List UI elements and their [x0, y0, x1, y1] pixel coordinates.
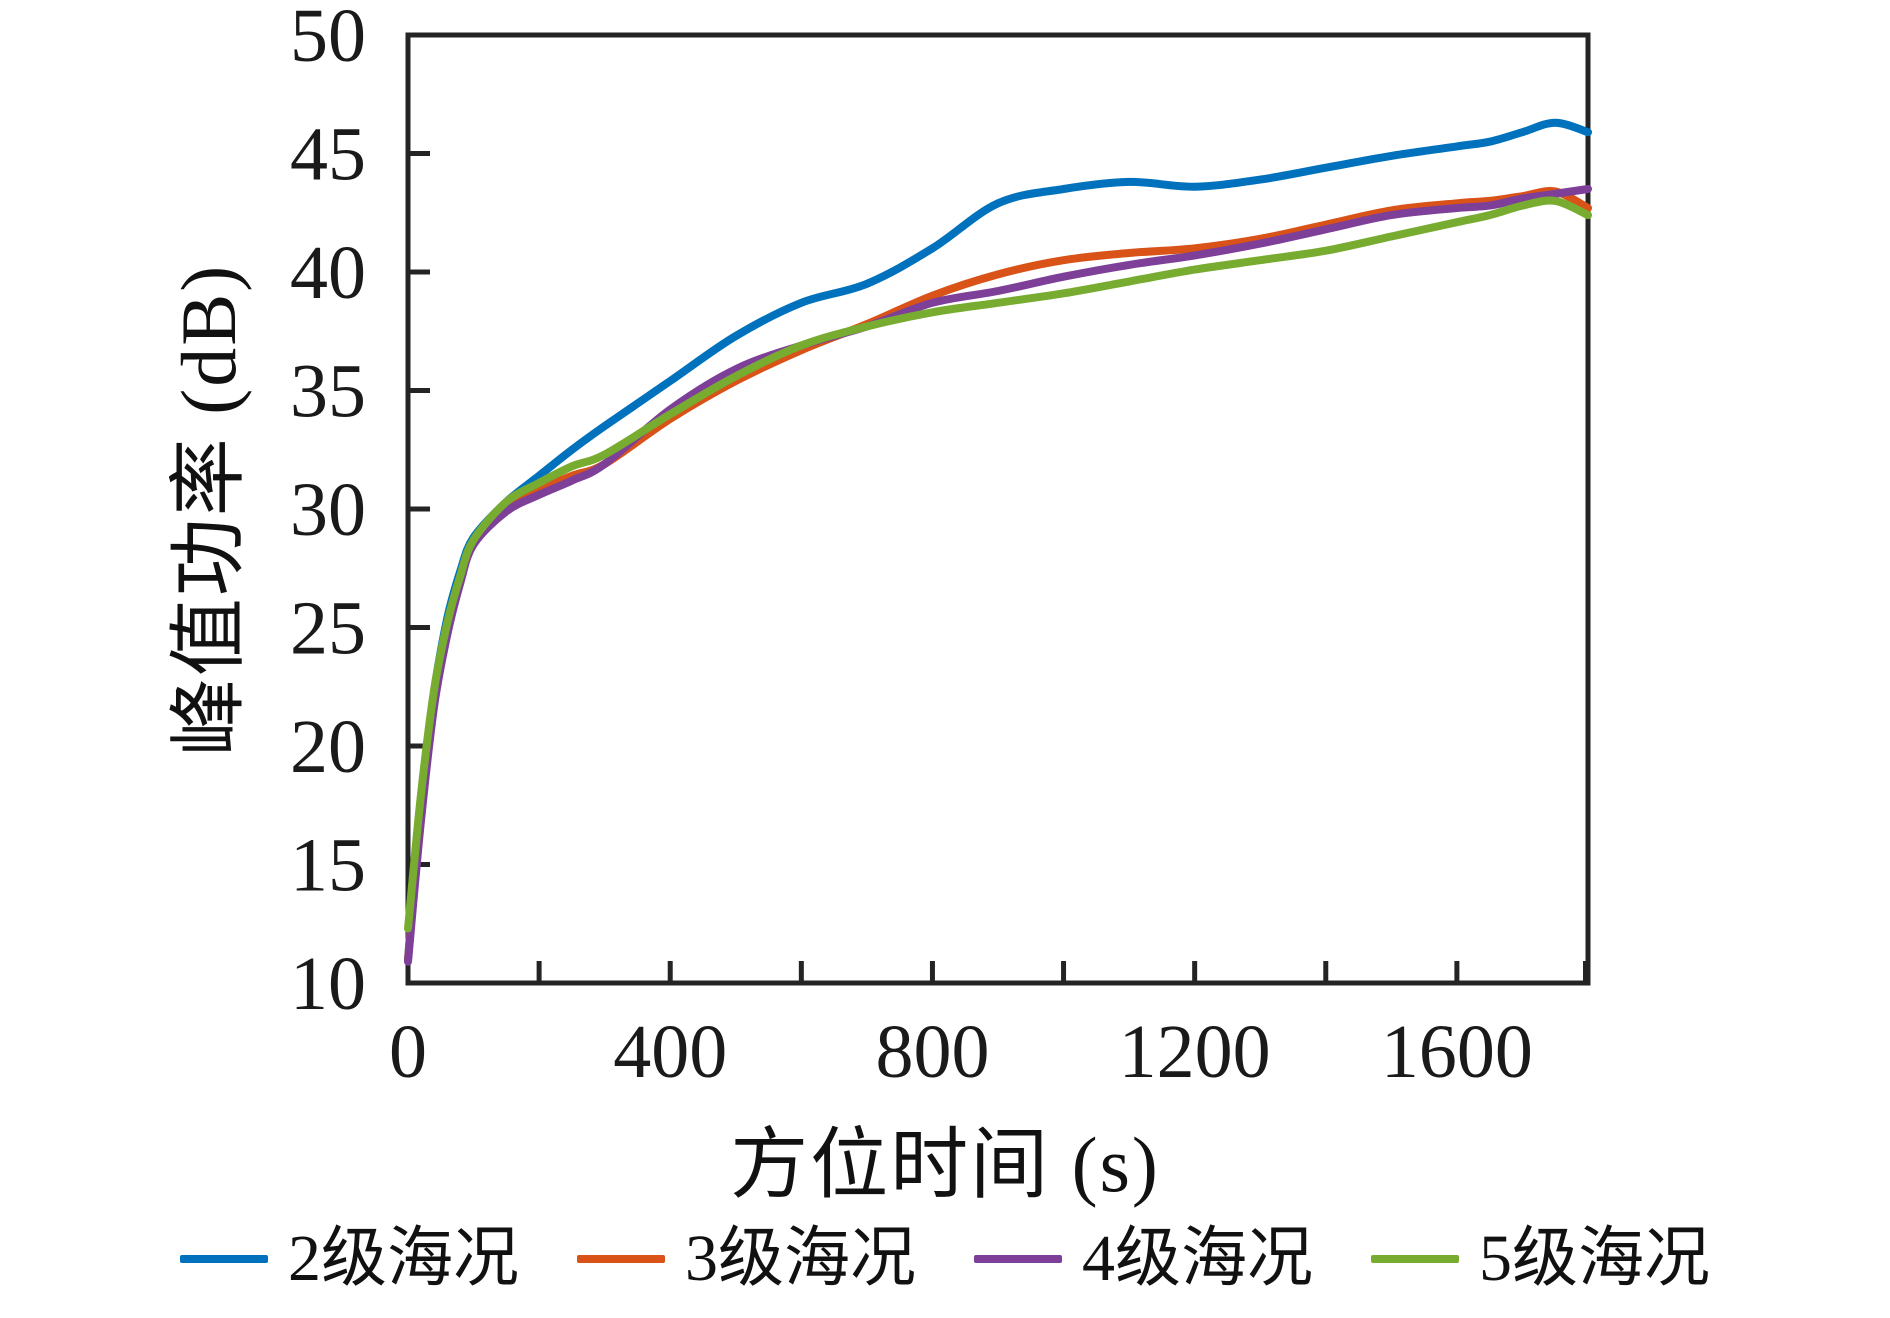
- legend-line-swatch: [577, 1255, 665, 1263]
- legend-label: 2级海况: [288, 1222, 519, 1295]
- y-tick-label: 20: [290, 705, 366, 789]
- y-tick-label: 50: [290, 0, 366, 78]
- y-tick-label: 40: [290, 231, 366, 315]
- y-tick-label: 10: [290, 942, 366, 1026]
- legend-line-swatch: [180, 1255, 268, 1263]
- legend-item-3: 4级海况: [974, 1226, 1313, 1292]
- series-line-4: [404, 196, 1592, 933]
- legend-line-swatch: [974, 1255, 1062, 1263]
- legend: 2级海况 3级海况 4级海况 5级海况: [0, 1226, 1890, 1292]
- y-axis-title: 峰值功率 (dB): [165, 263, 252, 757]
- legend-item-1: 2级海况: [180, 1226, 519, 1292]
- y-tick-label: 35: [290, 350, 366, 434]
- series-line-1: [404, 118, 1592, 964]
- legend-line-swatch: [1371, 1255, 1459, 1263]
- x-axis-title: 方位时间 (s): [730, 1121, 1160, 1208]
- y-tick-label: 15: [290, 824, 366, 908]
- x-tick-label: 400: [613, 1010, 727, 1094]
- legend-item-4: 5级海况: [1371, 1226, 1710, 1292]
- x-tick-label: 0: [389, 1010, 427, 1094]
- x-tick-label: 800: [875, 1010, 989, 1094]
- y-tick-label: 30: [290, 468, 366, 552]
- x-tick-label: 1200: [1119, 1010, 1271, 1094]
- y-tick-label: 45: [290, 113, 366, 197]
- x-tick-label: 1600: [1381, 1010, 1533, 1094]
- legend-item-2: 3级海况: [577, 1226, 916, 1292]
- y-tick-label: 25: [290, 587, 366, 671]
- plot-box: [405, 32, 1591, 986]
- legend-label: 3级海况: [685, 1222, 916, 1295]
- legend-label: 5级海况: [1479, 1222, 1710, 1295]
- legend-label: 4级海况: [1082, 1222, 1313, 1295]
